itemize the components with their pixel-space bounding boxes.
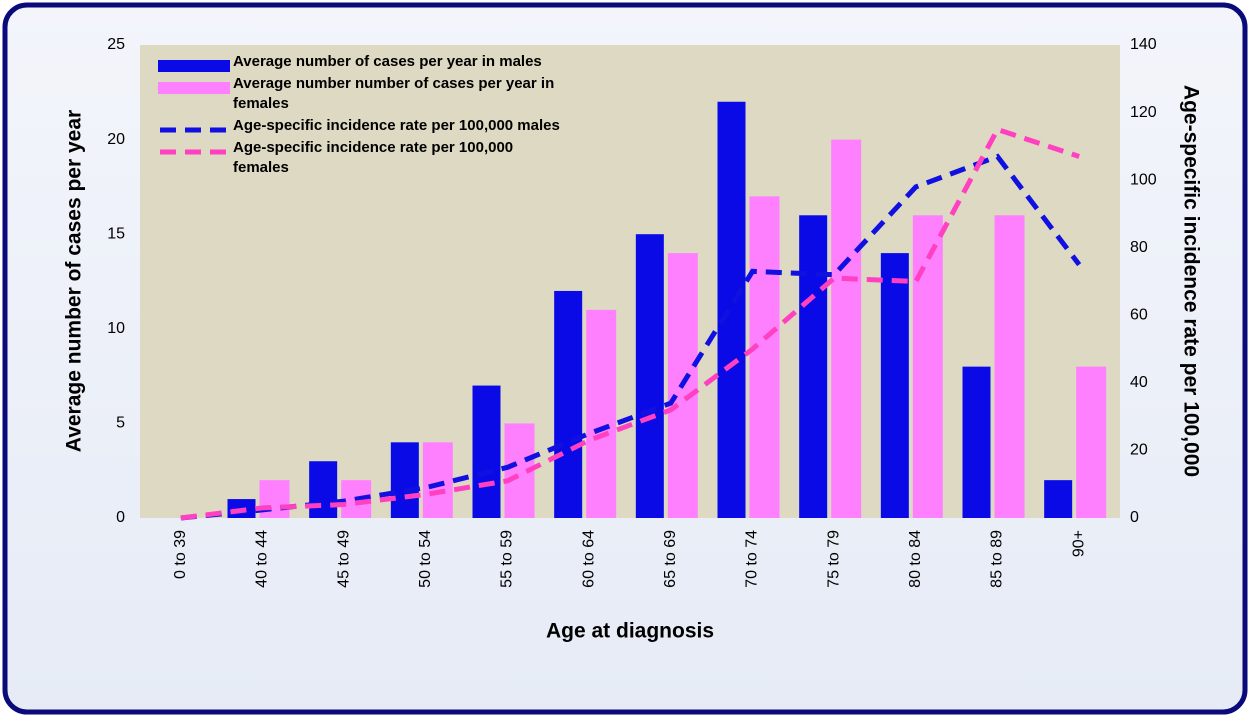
y-tick-label: 10 [107, 320, 125, 337]
legend-label: Average number of cases per year in male… [233, 53, 542, 70]
legend-rect [158, 82, 230, 94]
x-tick-label: 80 to 84 [907, 530, 924, 588]
legend-item: Average number of cases per year in male… [158, 52, 573, 72]
bar [717, 101, 746, 518]
y2-tick-label: 0 [1130, 509, 1139, 526]
bar [962, 366, 991, 518]
legend-symbol [160, 149, 228, 155]
x-tick-label: 45 to 49 [335, 530, 352, 588]
bar [422, 442, 453, 518]
legend-label: Age-specific incidence rate per 100,000 … [233, 139, 514, 176]
bar [1076, 366, 1107, 518]
bar [586, 309, 617, 518]
y2-tick-label: 140 [1130, 36, 1157, 53]
x-tick-label: 85 to 89 [989, 530, 1006, 588]
x-tick-label: 60 to 64 [580, 530, 597, 588]
bar [472, 385, 501, 518]
bar [390, 442, 419, 518]
bar [554, 290, 583, 518]
y2-tick-label: 100 [1130, 171, 1157, 188]
y-tick-label: 20 [107, 131, 125, 148]
x-tick-label: 55 to 59 [499, 530, 516, 588]
legend-symbol [160, 127, 228, 133]
bar [635, 234, 664, 518]
x-tick-label: 90+ [1070, 530, 1087, 557]
legend-swatch [158, 122, 230, 134]
x-tick-label: 65 to 69 [662, 530, 679, 588]
line [180, 126, 1080, 521]
y-tick-label: 5 [116, 415, 125, 432]
x-tick-label: 70 to 74 [744, 530, 761, 588]
legend-rect [158, 60, 230, 72]
bar [1044, 480, 1073, 518]
bar [259, 480, 290, 518]
bar [309, 461, 338, 518]
x-tick-label: 50 to 54 [417, 530, 434, 588]
legend-item: Age-specific incidence rate per 100,000 … [158, 116, 573, 136]
bar [799, 215, 828, 518]
x-tick-label: 75 to 79 [825, 530, 842, 588]
bar [831, 139, 862, 518]
legend: Average number of cases per year in male… [158, 52, 588, 180]
legend-item: Age-specific incidence rate per 100,000 … [158, 138, 573, 178]
legend-item: Average number number of cases per year … [158, 74, 573, 114]
legend-label: Average number number of cases per year … [233, 75, 555, 112]
bar [749, 196, 780, 519]
legend-label: Age-specific incidence rate per 100,000 … [233, 117, 560, 134]
plot-area [140, 45, 1120, 518]
bar [880, 253, 909, 518]
legend-swatch [158, 58, 230, 72]
legend-swatch [158, 80, 230, 94]
x-tick-label: 40 to 44 [254, 530, 271, 588]
y2-tick-label: 60 [1130, 307, 1148, 324]
x-tick-label: 0 to 39 [172, 530, 189, 579]
y-tick-label: 15 [107, 225, 125, 242]
y2-tick-label: 120 [1130, 104, 1157, 121]
y2-tick-label: 20 [1130, 442, 1148, 459]
y2-tick-label: 40 [1130, 374, 1148, 391]
y-tick-label: 0 [116, 509, 125, 526]
y2-axis-title: Age-specific incidence rate per 100,000 [1179, 85, 1202, 477]
legend-symbol [158, 82, 230, 94]
x-axis-title: Age at diagnosis [546, 620, 714, 643]
bar [912, 215, 943, 518]
bar [994, 215, 1025, 518]
legend-swatch [158, 144, 230, 156]
y2-tick-label: 80 [1130, 239, 1148, 256]
legend-symbol [158, 60, 230, 72]
y-axis-title: Average number of cases per year [63, 110, 86, 452]
y-tick-label: 25 [107, 36, 125, 53]
